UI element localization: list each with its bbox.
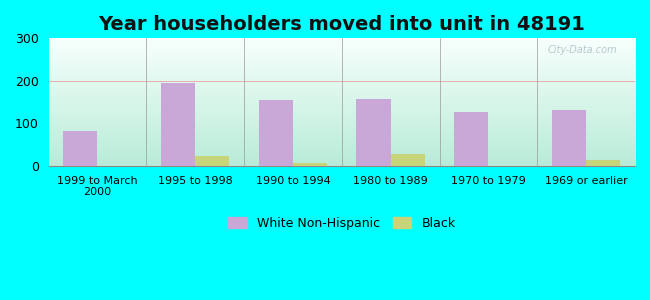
Bar [586,160,620,166]
Bar [391,154,425,166]
Bar [454,112,488,166]
Legend: White Non-Hispanic, Black: White Non-Hispanic, Black [222,211,462,236]
Bar [195,156,229,166]
Bar [356,99,391,166]
Bar [161,82,195,166]
Bar [63,131,98,166]
Bar [293,163,327,166]
Title: Year householders moved into unit in 48191: Year householders moved into unit in 481… [98,15,585,34]
Bar [259,100,293,166]
Text: City-Data.com: City-Data.com [548,45,617,55]
Bar [552,110,586,166]
